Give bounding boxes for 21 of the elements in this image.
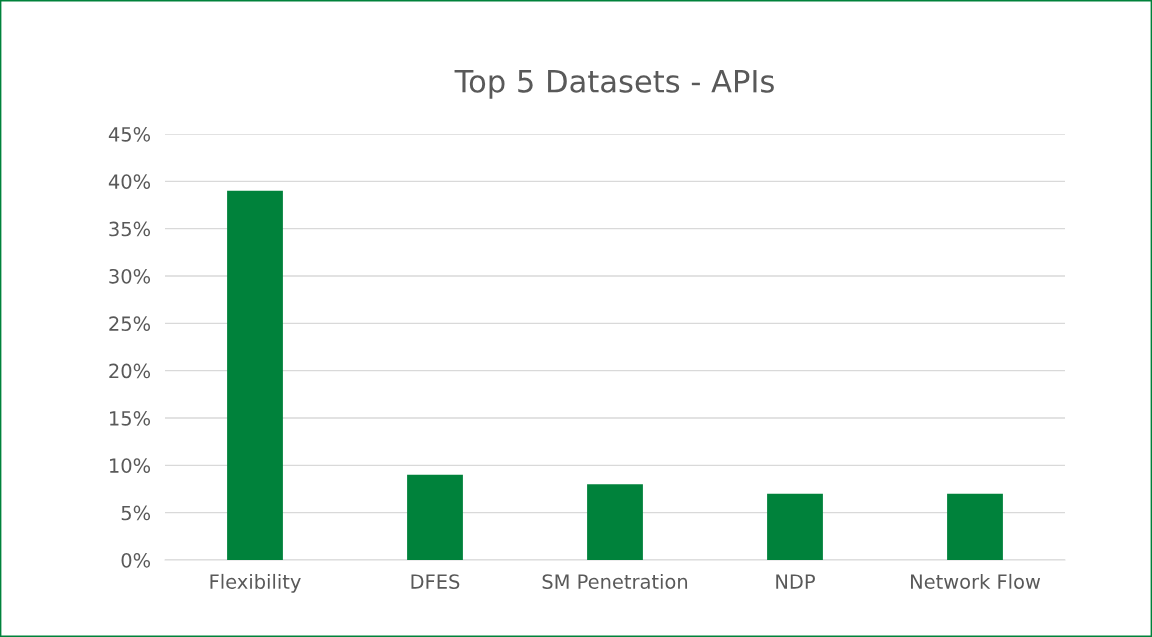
bar [407, 474, 463, 560]
bar [767, 493, 823, 560]
bar [947, 493, 1003, 560]
y-tick-label: 20% [109, 363, 151, 379]
x-tick-label: Network Flow [911, 573, 1041, 589]
y-tick-label: 35% [109, 221, 151, 237]
x-tick-label: SM Penetration [542, 573, 688, 589]
y-tick-label: 40% [108, 174, 151, 189]
x-tick-label: Flexibility [210, 573, 301, 593]
x-tick-label: NDP [776, 574, 815, 589]
y-tick-label: 10% [110, 458, 151, 473]
y-tick-label: 5% [121, 505, 151, 521]
bar [587, 484, 643, 560]
y-tick-label: 15% [110, 410, 151, 426]
y-tick-label: 45% [108, 126, 151, 142]
y-tick-label: 0% [121, 552, 151, 568]
y-tick-label: 30% [109, 268, 151, 284]
bar [227, 190, 283, 560]
x-tick-label: DFES [411, 574, 460, 589]
y-tick-label: 25% [109, 316, 151, 331]
chart-title: Top 5 Datasets - APIs [454, 70, 774, 99]
